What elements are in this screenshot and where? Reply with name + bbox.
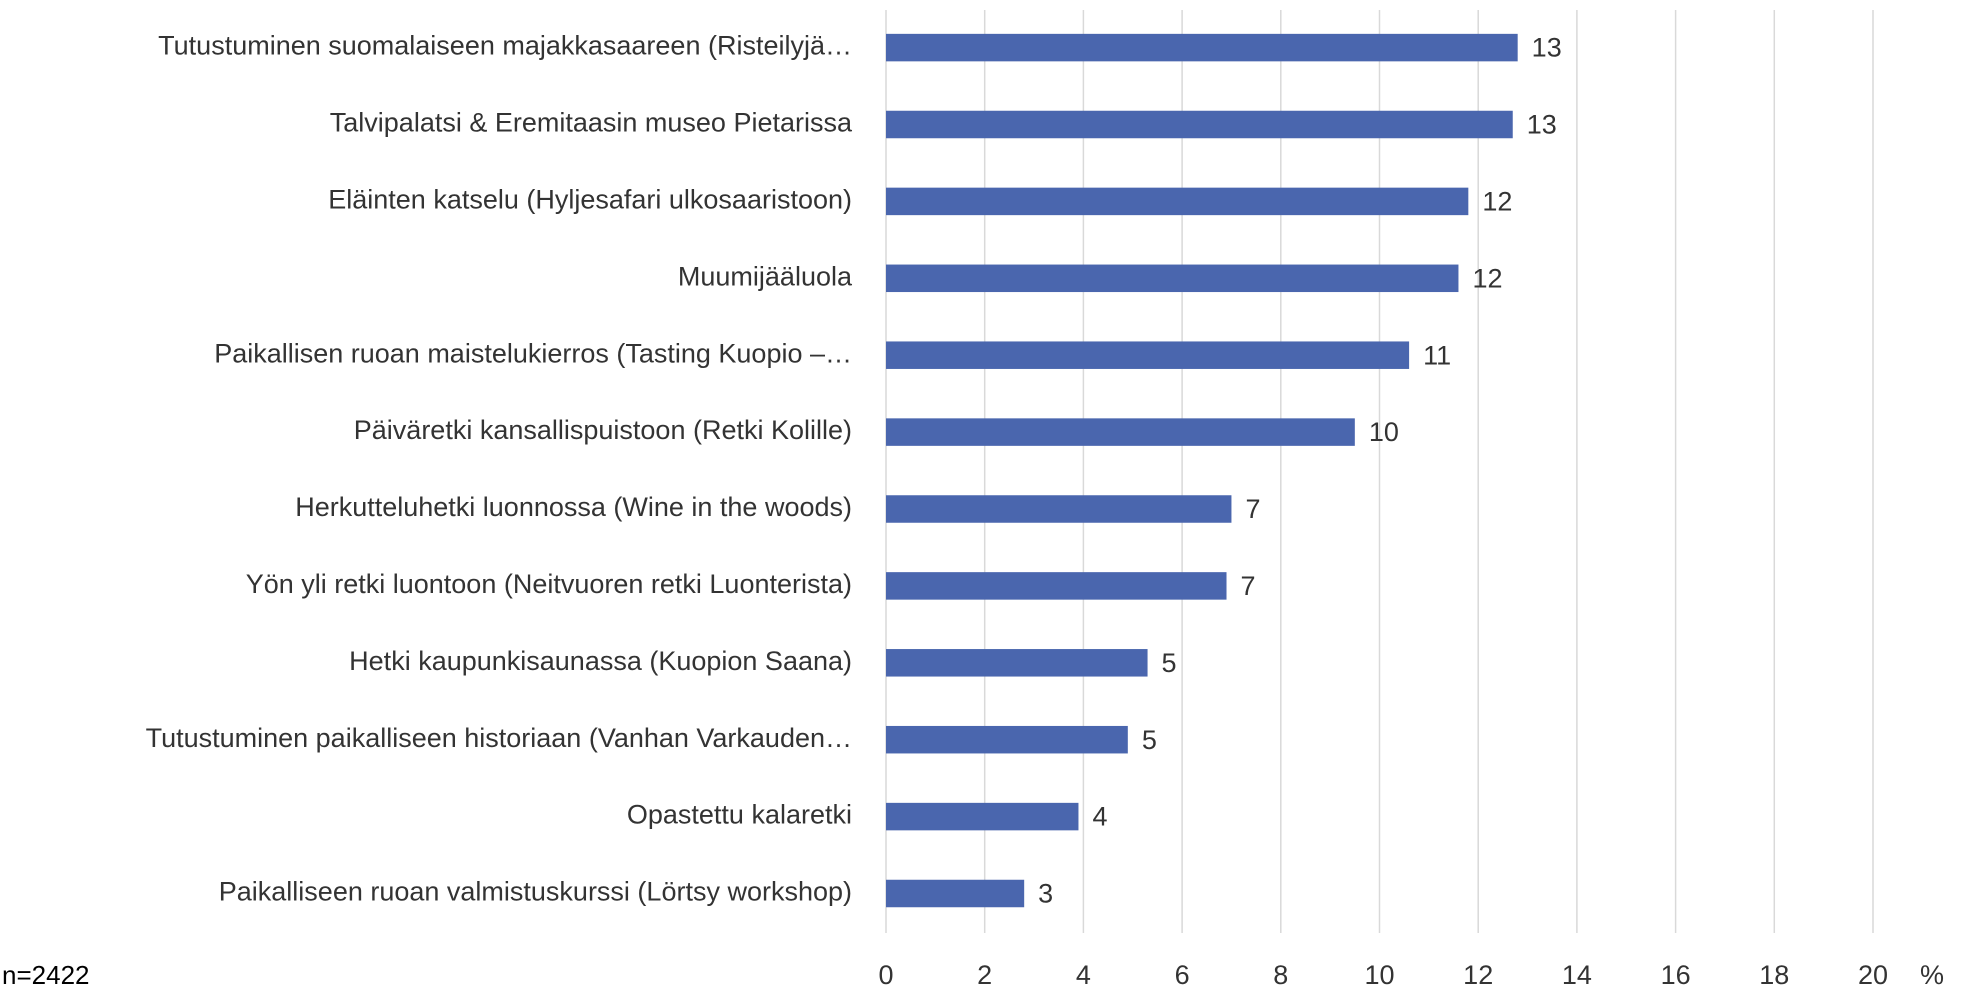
x-tick-label: 10	[1364, 960, 1394, 990]
axis-unit: %	[1920, 960, 1944, 990]
bar	[886, 879, 1025, 908]
data-label: 13	[1532, 33, 1562, 63]
bar	[886, 341, 1410, 369]
bar	[886, 649, 1148, 677]
x-tick-label: 18	[1759, 960, 1789, 990]
x-tick-label: 2	[977, 960, 992, 990]
x-tick-label: 0	[878, 960, 893, 990]
data-label: 10	[1369, 417, 1399, 447]
bar	[886, 110, 1513, 139]
data-label: 12	[1472, 263, 1502, 293]
bar	[886, 725, 1128, 754]
y-tick-label: Paikalliseen ruoan valmistuskurssi (Lört…	[219, 877, 852, 907]
bar	[886, 572, 1227, 600]
data-label: 13	[1527, 110, 1557, 140]
x-tick-label: 14	[1562, 960, 1592, 990]
x-tick-label: 16	[1661, 960, 1691, 990]
data-label: 7	[1241, 571, 1256, 601]
data-label: 12	[1482, 187, 1512, 217]
x-tick-label: 4	[1076, 960, 1091, 990]
y-tick-label: Päiväretki kansallispuistoon (Retki Koli…	[354, 415, 852, 445]
y-tick-label: Hetki kaupunkisaunassa (Kuopion Saana)	[349, 646, 852, 676]
bar	[886, 264, 1459, 293]
y-tick-label: Tutustuminen suomalaiseen majakkasaareen…	[158, 31, 852, 61]
bar	[886, 802, 1079, 831]
data-label: 7	[1245, 494, 1260, 524]
bar	[886, 187, 1469, 216]
y-tick-label: Herkutteluhetki luonnossa (Wine in the w…	[295, 492, 852, 522]
y-tick-label: Opastettu kalaretki	[627, 800, 852, 830]
data-label: 5	[1142, 725, 1157, 755]
y-tick-label: Eläinten katselu (Hyljesafari ulkosaaris…	[328, 185, 852, 215]
data-label: 5	[1162, 648, 1177, 678]
y-tick-label: Talvipalatsi & Eremitaasin museo Pietari…	[330, 108, 853, 138]
x-tick-label: 8	[1273, 960, 1288, 990]
data-label: 4	[1092, 802, 1107, 832]
bar	[886, 495, 1232, 523]
y-tick-label: Paikallisen ruoan maistelukierros (Tasti…	[214, 338, 852, 368]
data-label: 11	[1423, 340, 1451, 370]
y-tick-label: Muumijääluola	[678, 261, 853, 291]
sample-note: n=2422	[2, 960, 89, 990]
x-tick-label: 6	[1175, 960, 1190, 990]
data-label: 3	[1038, 879, 1053, 909]
x-tick-label: 20	[1858, 960, 1888, 990]
x-tick-label: 12	[1463, 960, 1493, 990]
y-tick-label: Yön yli retki luontoon (Neitvuoren retki…	[246, 569, 852, 599]
bar	[886, 33, 1518, 62]
bar	[886, 418, 1355, 446]
y-tick-label: Tutustuminen paikalliseen historiaan (Va…	[146, 723, 852, 753]
